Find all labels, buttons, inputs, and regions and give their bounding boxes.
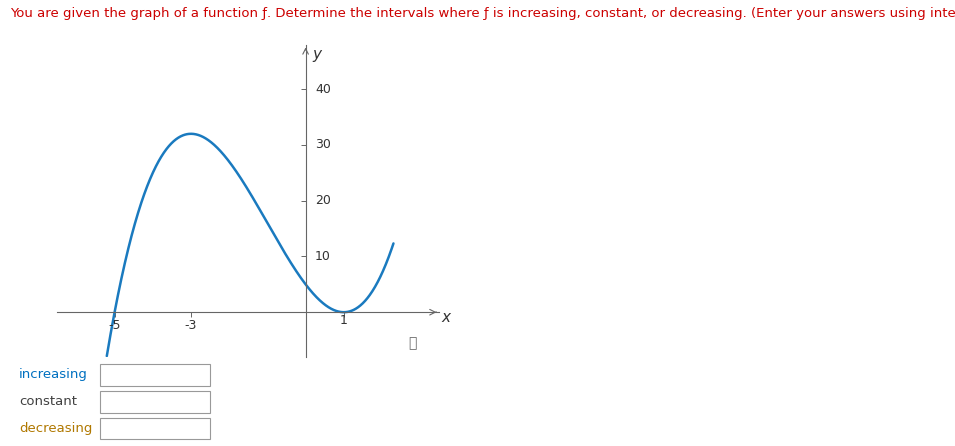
Text: constant: constant <box>19 395 77 408</box>
Text: 20: 20 <box>315 194 331 207</box>
Text: y: y <box>312 47 322 62</box>
Text: 40: 40 <box>315 83 331 96</box>
Text: 30: 30 <box>315 138 331 152</box>
Text: 1: 1 <box>340 314 348 327</box>
Text: increasing: increasing <box>19 368 88 381</box>
Text: decreasing: decreasing <box>19 421 93 435</box>
Text: -3: -3 <box>185 319 197 332</box>
Text: You are given the graph of a function ƒ. Determine the intervals where ƒ is incr: You are given the graph of a function ƒ.… <box>10 7 955 20</box>
Text: 10: 10 <box>315 250 331 263</box>
Text: ⓘ: ⓘ <box>409 336 416 350</box>
Text: -5: -5 <box>108 319 121 332</box>
Text: x: x <box>441 310 450 325</box>
